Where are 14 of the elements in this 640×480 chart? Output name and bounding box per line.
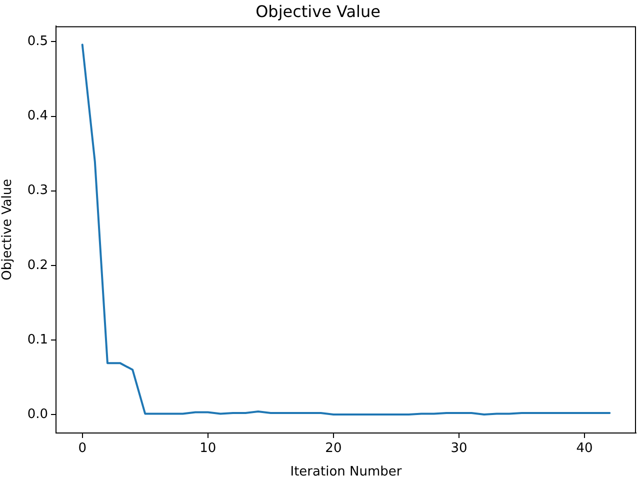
y-tick-label: 0.5: [27, 34, 48, 50]
x-tick-label: 30: [450, 441, 468, 456]
chart-title: Objective Value: [256, 2, 380, 21]
x-tick-label: 10: [200, 441, 216, 456]
y-tick-label: 0.3: [27, 183, 48, 198]
y-tick-label: 0.0: [27, 406, 48, 422]
x-tick-label: 20: [325, 441, 342, 456]
x-axis-title: Iteration Number: [290, 464, 402, 480]
x-tick-label: 40: [576, 441, 593, 456]
y-tick-label: 0.4: [27, 108, 48, 124]
y-tick-label: 0.1: [27, 332, 48, 348]
y-tick-label: 0.2: [27, 258, 48, 273]
x-tick-label: 0: [78, 441, 87, 456]
y-axis-title: Objective Value: [0, 178, 16, 280]
